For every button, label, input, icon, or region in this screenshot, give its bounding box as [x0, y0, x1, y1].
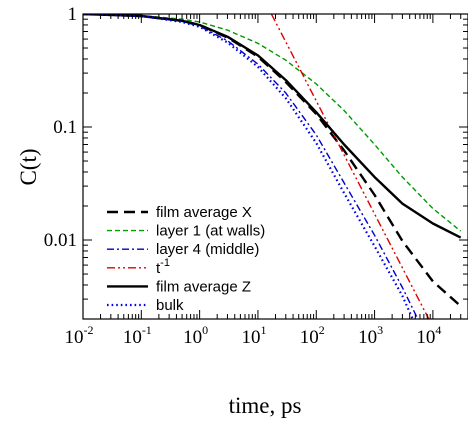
- series-line-black-solid: [83, 14, 462, 239]
- legend-label: layer 4 (middle): [156, 241, 259, 258]
- x-tick-label: 103: [358, 323, 383, 348]
- y-tick-label: 0.01: [44, 230, 77, 251]
- legend-label: bulk: [156, 297, 184, 314]
- legend-label: t-1: [156, 257, 170, 277]
- x-tick-label: 104: [416, 323, 441, 348]
- legend-label: film average X: [156, 204, 252, 221]
- series-line-black-dashed: [83, 14, 462, 307]
- y-tick-label: 0.1: [53, 117, 77, 138]
- axis-ticks: [82, 13, 468, 320]
- series-line-green-dashed: [83, 14, 462, 232]
- legend-label: layer 1 (at walls): [156, 223, 265, 240]
- tick-labels: 10-2 10-1 100 101 102 103 104 1 0.1 0.01: [44, 4, 442, 348]
- x-tick-label: 102: [300, 323, 325, 348]
- x-tick-label: 10-2: [65, 323, 94, 348]
- x-tick-label: 101: [241, 323, 266, 348]
- x-tick-label: 100: [183, 323, 208, 348]
- legend: film average X layer 1 (at walls)layer 4 …: [107, 204, 265, 314]
- series-layer: [83, 14, 462, 319]
- series-line-red-dashdotdot: [270, 14, 430, 319]
- y-tick-label: 1: [68, 4, 78, 25]
- series-line-blue-dotted: [83, 14, 414, 319]
- x-axis-title: time, ps: [229, 393, 302, 418]
- plot-area: [83, 14, 468, 319]
- legend-label: film average Z: [156, 278, 251, 295]
- x-tick-label: 10-1: [123, 323, 152, 348]
- y-axis-title: C(t): [16, 148, 41, 185]
